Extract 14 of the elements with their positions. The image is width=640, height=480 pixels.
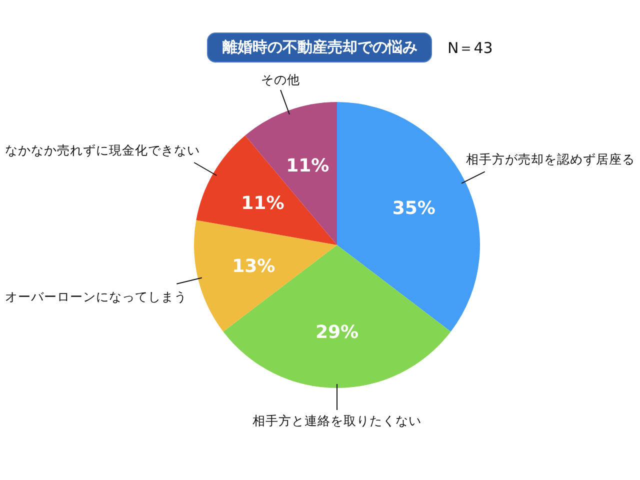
slice-label: 相手方と連絡を取りたくない xyxy=(252,413,422,428)
slice-label: その他 xyxy=(261,72,300,87)
pie-slice xyxy=(245,102,337,245)
slice-label: なかなか売れずに現金化できない xyxy=(5,142,200,158)
text: N＝43 xyxy=(448,39,493,57)
data-label: 29% xyxy=(315,322,359,343)
data-label: 35% xyxy=(392,198,436,219)
slice-label: オーバーローンになってしまう xyxy=(5,288,187,304)
data-label: 11% xyxy=(286,155,330,176)
slice-label: 相手方が売却を認めず居座る xyxy=(466,152,635,167)
chart-title: 離婚時の不動産売却での悩み xyxy=(222,38,418,56)
data-label: 11% xyxy=(241,193,284,214)
data-label: 13% xyxy=(232,256,276,278)
pie-slice xyxy=(223,245,451,388)
